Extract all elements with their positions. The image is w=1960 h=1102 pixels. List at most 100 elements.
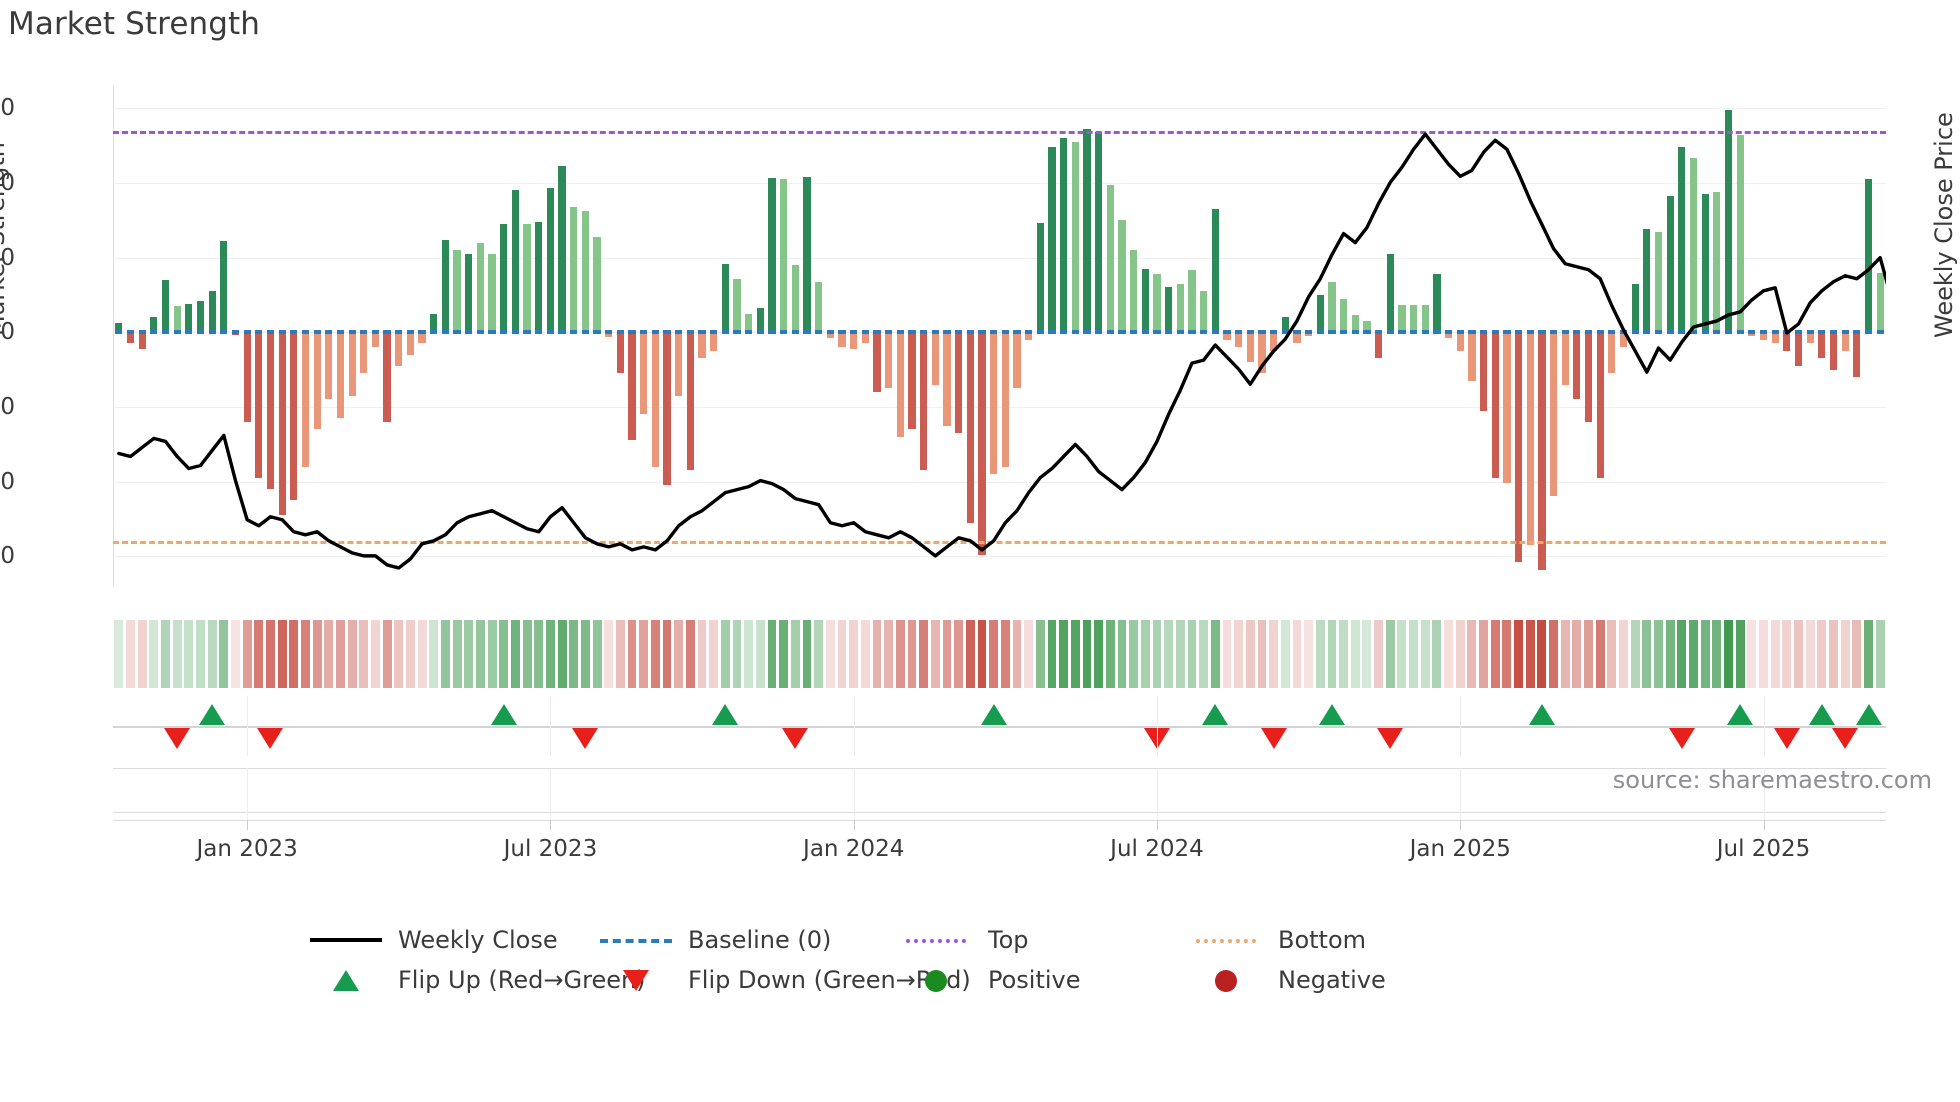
heatmap-cell (1689, 620, 1698, 688)
heatmap-cell (1420, 620, 1430, 688)
right-axis-label: Weekly Close Price (1930, 112, 1958, 338)
baseline-segment (1165, 330, 1173, 335)
heatmap-cell (242, 620, 252, 688)
solid-line-black-icon (310, 928, 382, 952)
flip-down-marker (1377, 728, 1404, 749)
baseline-segment (1258, 330, 1266, 335)
heatmap-cell (1724, 620, 1733, 688)
heatmap-cell (604, 620, 614, 688)
heatmap-cell (1047, 620, 1057, 688)
strength-bar (1736, 134, 1744, 333)
legend-label: Positive (988, 966, 1081, 994)
baseline-segment (266, 330, 275, 335)
heatmap-cell (1280, 620, 1290, 688)
heatmap-cell (126, 620, 135, 688)
baseline-segment (1853, 330, 1861, 335)
legend-item-baseline[interactable]: Baseline (0) (600, 920, 831, 960)
heatmap-cell (1619, 620, 1628, 688)
x-axis-tick-label: Jan 2025 (1409, 836, 1511, 862)
baseline-segment (558, 330, 566, 335)
triangle-down-red-icon (600, 968, 672, 992)
spacer-line-bottom (113, 812, 1886, 813)
baseline-segment (1841, 330, 1849, 335)
baseline-segment (161, 330, 170, 335)
baseline-segment (150, 330, 158, 335)
legend-item-bottom[interactable]: Bottom (1190, 920, 1366, 960)
legend-label: Flip Up (Red→Green) (398, 966, 646, 994)
baseline-segment (1748, 330, 1756, 335)
baseline-segment (1013, 330, 1021, 335)
baseline-segment (1549, 330, 1558, 335)
heatmap-cell (837, 620, 847, 688)
strength-bar (173, 306, 181, 333)
strength-bar (1771, 332, 1779, 344)
baseline-segment (1806, 330, 1814, 335)
heatmap-cell (1269, 620, 1279, 688)
strength-bar (1491, 332, 1499, 478)
heatmap-cell (219, 620, 229, 688)
heatmap-cell (639, 620, 649, 688)
baseline-segment (1479, 330, 1488, 335)
legend-item-flip-down[interactable]: Flip Down (Green→Red) (600, 960, 971, 1000)
strength-bar (290, 332, 298, 501)
flip-up-marker (1727, 704, 1754, 725)
baseline-segment (978, 330, 986, 335)
heatmap-cell (1117, 620, 1127, 688)
strength-bar (651, 332, 659, 467)
baseline-segment (663, 330, 671, 335)
baseline-segment (1503, 330, 1511, 335)
strength-bar (733, 278, 741, 333)
heatmap-cell (277, 620, 287, 688)
legend-item-flip-up[interactable]: Flip Up (Red→Green) (310, 960, 646, 1000)
baseline-segment (196, 330, 205, 335)
baseline-segment (231, 330, 240, 335)
heatmap-cell (1805, 620, 1815, 688)
strength-bar (826, 332, 834, 339)
heatmap-cell (1327, 620, 1337, 688)
gridline (113, 183, 1886, 184)
heatmap-cell (650, 620, 660, 688)
legend-item-weekly-close[interactable]: Weekly Close (310, 920, 558, 960)
baseline-segment (1876, 330, 1884, 335)
strength-bar (1794, 332, 1803, 366)
heatmap-cell (1829, 620, 1838, 688)
gridlines (113, 86, 1886, 586)
baseline-segment (768, 330, 776, 335)
baseline-segment (1025, 330, 1033, 335)
weekly-close-polyline (119, 134, 1886, 568)
baseline-segment (220, 330, 228, 335)
strength-bar (185, 303, 193, 333)
heatmap-cell (1595, 620, 1605, 688)
baseline-segment (348, 330, 356, 335)
baseline-segment (1643, 330, 1651, 335)
strength-bar (336, 332, 345, 419)
baseline-segment (1246, 330, 1254, 335)
heatmap-cell (406, 620, 415, 688)
heatmap-cell (1292, 620, 1302, 688)
legend-item-top[interactable]: Top (900, 920, 1029, 960)
dotted-line-orange-icon (1190, 928, 1262, 952)
heatmap-cell (231, 620, 240, 688)
strength-bar (873, 332, 881, 392)
market-strength-bars (113, 86, 1886, 586)
strength-bar (1829, 332, 1838, 370)
heatmap-cell (475, 620, 485, 688)
strength-bar (943, 332, 951, 426)
strength-bar (220, 241, 228, 333)
strength-bar (313, 332, 321, 430)
heatmap-cell (137, 620, 147, 688)
strength-bar (1269, 332, 1278, 351)
strength-bar (1526, 332, 1534, 545)
baseline-segment (908, 330, 916, 335)
strength-bar (1118, 220, 1126, 333)
heatmap-cell (615, 620, 625, 688)
legend-item-positive[interactable]: Positive (900, 960, 1081, 1000)
legend-item-negative[interactable]: Negative (1190, 960, 1386, 1000)
strength-bar (1421, 305, 1429, 333)
strength-bar (1701, 194, 1709, 333)
heatmap-cell (872, 620, 882, 688)
baseline-segment (1491, 330, 1499, 335)
baseline-segment (208, 330, 216, 335)
strength-bar (1339, 298, 1348, 333)
strength-bar (278, 332, 286, 516)
